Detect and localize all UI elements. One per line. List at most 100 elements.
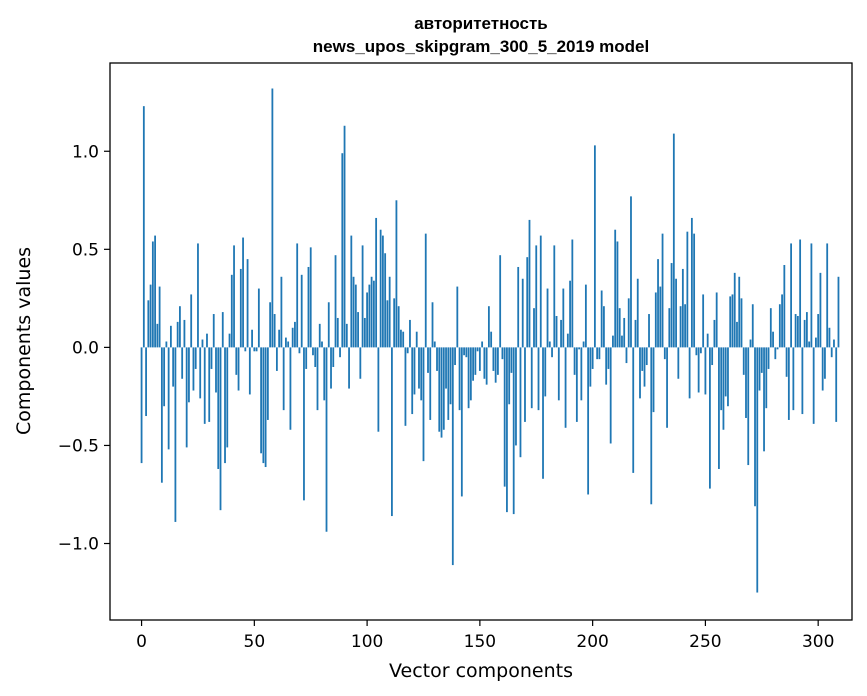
bar-268 bbox=[745, 347, 747, 418]
bar-47 bbox=[246, 259, 249, 348]
x-tick-label: 250 bbox=[689, 632, 721, 652]
bar-40 bbox=[230, 274, 233, 348]
bar-260 bbox=[727, 347, 729, 407]
bar-225 bbox=[648, 314, 650, 348]
bar-165 bbox=[512, 347, 515, 515]
bar-140 bbox=[456, 286, 459, 348]
bar-118 bbox=[406, 347, 409, 354]
y-tick-label: −0.5 bbox=[58, 436, 99, 456]
bar-294 bbox=[803, 319, 806, 348]
bar-97 bbox=[359, 347, 362, 379]
bar-64 bbox=[285, 337, 287, 348]
bar-59 bbox=[273, 314, 276, 348]
bar-290 bbox=[794, 314, 797, 348]
bar-45 bbox=[242, 237, 244, 348]
bars-group bbox=[140, 88, 840, 593]
bar-237 bbox=[675, 278, 677, 348]
bar-167 bbox=[517, 266, 520, 348]
bar-208 bbox=[609, 347, 612, 444]
bar-114 bbox=[397, 306, 400, 348]
bar-136 bbox=[447, 347, 450, 420]
bar-252 bbox=[709, 347, 711, 489]
bar-308 bbox=[835, 347, 838, 422]
bar-200 bbox=[591, 347, 594, 369]
bar-300 bbox=[817, 314, 820, 348]
bar-72 bbox=[303, 347, 305, 501]
bar-162 bbox=[506, 347, 508, 513]
bar-56 bbox=[266, 347, 269, 420]
bar-83 bbox=[327, 302, 330, 348]
bar-55 bbox=[264, 347, 267, 468]
bar-129 bbox=[431, 302, 434, 348]
bar-44 bbox=[239, 268, 242, 348]
bar-53 bbox=[260, 347, 262, 454]
bar-186 bbox=[560, 319, 562, 348]
bar-88 bbox=[339, 347, 341, 358]
bar-153 bbox=[485, 347, 488, 385]
bar-185 bbox=[557, 347, 560, 401]
bar-292 bbox=[799, 239, 802, 348]
bar-203 bbox=[598, 347, 601, 360]
bar-293 bbox=[801, 347, 804, 415]
bar-236 bbox=[672, 133, 675, 348]
bar-229 bbox=[657, 259, 659, 348]
bar-43 bbox=[237, 347, 240, 391]
bar-249 bbox=[702, 294, 705, 348]
bar-103 bbox=[372, 280, 375, 348]
bar-19 bbox=[183, 319, 186, 348]
bar-145 bbox=[467, 347, 470, 409]
bar-182 bbox=[551, 347, 553, 358]
bar-288 bbox=[790, 243, 792, 348]
bar-253 bbox=[711, 347, 714, 366]
bar-146 bbox=[469, 347, 472, 401]
bar-124 bbox=[420, 347, 423, 401]
bar-60 bbox=[275, 347, 278, 371]
bar-26 bbox=[199, 347, 202, 399]
bar-255 bbox=[715, 292, 718, 348]
bar-194 bbox=[578, 347, 580, 350]
bar-28 bbox=[203, 347, 206, 424]
bar-244 bbox=[690, 217, 693, 348]
bar-112 bbox=[393, 298, 396, 348]
bar-34 bbox=[217, 347, 220, 469]
bar-92 bbox=[348, 347, 350, 389]
bar-266 bbox=[740, 298, 743, 348]
bar-7 bbox=[156, 323, 159, 348]
bar-173 bbox=[530, 347, 533, 409]
bar-202 bbox=[596, 347, 599, 360]
bar-161 bbox=[503, 347, 506, 487]
bar-169 bbox=[521, 278, 524, 348]
bar-122 bbox=[415, 331, 418, 348]
bar-25 bbox=[197, 243, 199, 348]
bar-270 bbox=[749, 339, 752, 348]
bar-125 bbox=[422, 347, 425, 462]
bar-282 bbox=[776, 347, 779, 350]
bar-104 bbox=[375, 217, 378, 348]
bar-196 bbox=[582, 341, 585, 348]
bar-137 bbox=[449, 347, 452, 405]
x-axis-label: Vector components bbox=[389, 660, 573, 682]
bar-216 bbox=[627, 298, 630, 348]
bar-180 bbox=[546, 288, 549, 348]
bar-232 bbox=[663, 347, 666, 360]
bar-250 bbox=[704, 347, 707, 395]
bar-121 bbox=[413, 347, 416, 395]
bar-37 bbox=[224, 347, 226, 464]
bar-269 bbox=[747, 347, 750, 466]
bar-84 bbox=[330, 347, 332, 389]
bar-9 bbox=[160, 347, 163, 483]
bar-15 bbox=[174, 347, 177, 522]
bar-235 bbox=[670, 263, 673, 348]
bar-176 bbox=[537, 347, 540, 411]
bar-2 bbox=[145, 347, 147, 417]
bar-35 bbox=[219, 347, 222, 511]
bar-170 bbox=[524, 347, 526, 422]
bar-174 bbox=[533, 308, 535, 348]
x-tick-label: 50 bbox=[244, 632, 266, 652]
bar-73 bbox=[305, 347, 308, 369]
bar-189 bbox=[566, 333, 569, 348]
bar-302 bbox=[821, 347, 824, 391]
bar-280 bbox=[772, 331, 774, 348]
bar-49 bbox=[251, 329, 253, 348]
